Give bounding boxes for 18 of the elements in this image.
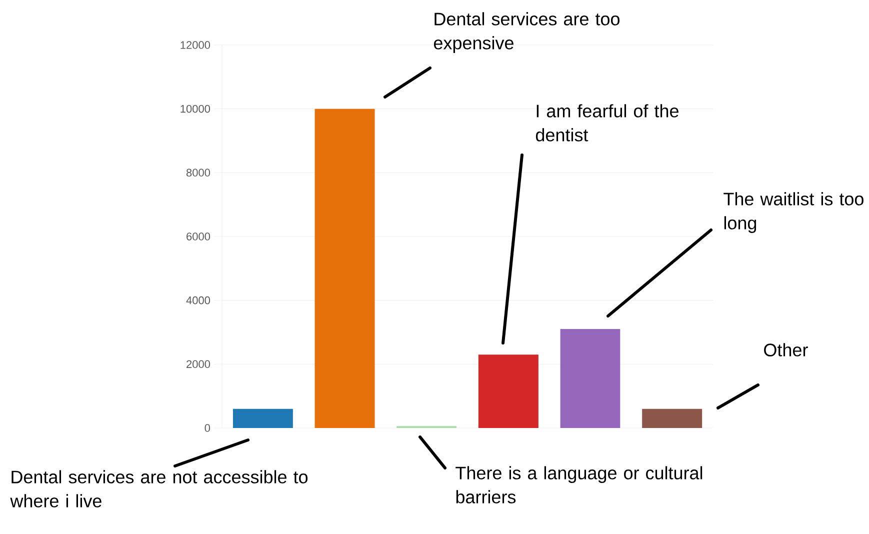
text: The waitlist is too long — [724, 192, 864, 233]
bar — [642, 408, 702, 428]
y-tick-label: 4000 — [186, 296, 210, 304]
bar — [314, 108, 375, 428]
bar — [478, 354, 538, 428]
text: Dental services are not accessible to where i live — [10, 470, 308, 508]
y-tick-label: 12000 — [180, 41, 210, 49]
bar — [560, 329, 620, 428]
bar — [232, 408, 293, 428]
text: There is a language or cultural barriers — [456, 466, 702, 504]
y-tick-label: 2000 — [186, 360, 210, 368]
annotation: I am fearful of the dentist — [536, 104, 678, 142]
y-tick-label: 6000 — [186, 232, 210, 240]
y-tick-label: 8000 — [186, 168, 210, 177]
annotation: Dental services are too expensive — [434, 12, 620, 53]
y-tick-label: 0 — [204, 424, 210, 432]
text: Other — [764, 343, 808, 356]
y-tick-label: 10000 — [180, 104, 210, 113]
